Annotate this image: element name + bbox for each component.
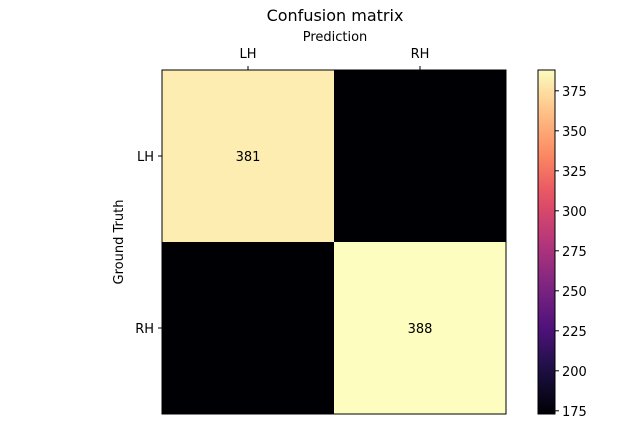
colorbar-tick-label: 350 [562,125,587,140]
colorbar-tick-label: 250 [562,285,587,300]
x-axis-ticks: LH RH [239,47,429,70]
x-axis-label: Prediction [303,30,368,45]
cell-value-labels: 381 173 173 388 [236,150,433,337]
colorbar-tick-label: 200 [562,365,587,380]
heatmap-cells [161,69,507,415]
colorbar [537,69,556,415]
y-axis-ticks: LH RH [135,150,162,337]
x-tick-label: LH [239,47,256,62]
heatmap-cell-LH-LH [162,70,334,242]
colorbar-tick-label: 375 [562,85,587,100]
y-axis-label: Ground Truth [112,200,127,285]
colorbar-ticks: 175 200 225 250 275 300 325 350 375 [555,85,587,420]
chart-title: Confusion matrix [267,6,404,25]
cell-value-RH-LH: 173 [236,322,261,337]
y-tick-label: LH [137,150,154,165]
heatmap-cell-RH-LH [162,242,334,414]
cell-value-LH-LH: 381 [236,150,261,165]
colorbar-tick-label: 325 [562,165,587,180]
cell-value-RH-RH: 388 [408,322,433,337]
y-tick-label: RH [135,322,154,337]
colorbar-tick-label: 275 [562,245,587,260]
cell-value-LH-RH: 173 [408,150,433,165]
colorbar-tick-label: 175 [562,405,587,420]
heatmap-cell-LH-RH [334,70,506,242]
colorbar-tick-label: 225 [562,325,587,340]
matrix-frame [161,69,507,415]
colorbar-tick-label: 300 [562,205,587,220]
heatmap-cell-RH-RH [334,242,506,414]
x-tick-label: RH [411,47,430,62]
